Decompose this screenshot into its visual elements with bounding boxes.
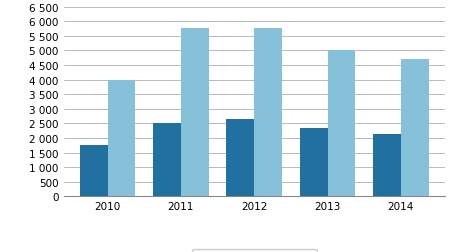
Bar (181, 29, 209, 197)
Bar (80, 146, 108, 197)
Bar (108, 80, 135, 197)
Bar (328, 51, 355, 197)
Bar (401, 60, 429, 197)
Bar (153, 124, 181, 197)
Bar (373, 134, 401, 197)
Bar (300, 128, 328, 197)
Bar (227, 119, 254, 197)
Bar (254, 29, 282, 197)
Legend: Mies, Nainen: Mies, Nainen (192, 249, 317, 252)
